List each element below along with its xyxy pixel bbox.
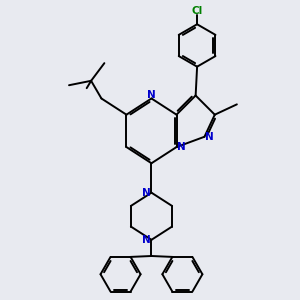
Text: N: N <box>147 90 156 100</box>
Text: Cl: Cl <box>191 6 203 16</box>
Text: N: N <box>206 132 214 142</box>
Text: N: N <box>142 188 151 198</box>
Text: N: N <box>142 235 151 245</box>
Text: N: N <box>177 142 186 152</box>
